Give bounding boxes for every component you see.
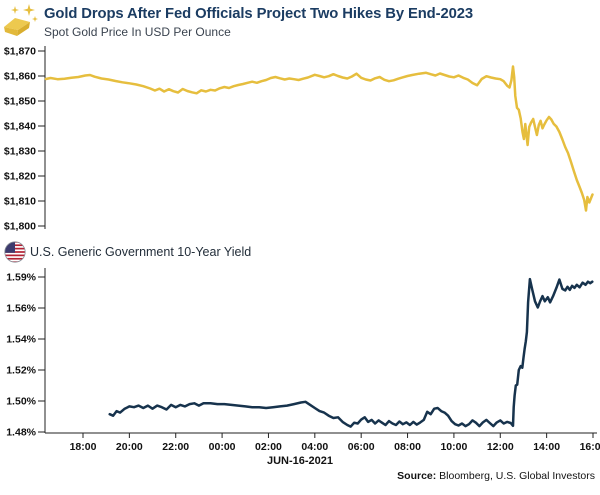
y-tick-label: $1,850 [4, 96, 36, 108]
y-tick-label: 1.52% [6, 365, 36, 377]
gold-ingot-top [4, 18, 30, 30]
y-tick-label: 1.59% [6, 272, 36, 284]
gold-price-line [44, 65, 594, 212]
ten-year-yield-line [108, 277, 594, 428]
x-tick-label: 12:00 [487, 441, 514, 453]
y-tick-label: $1,800 [4, 221, 36, 233]
gold-bar-icon [4, 4, 38, 36]
sparkle-icon [11, 6, 19, 14]
yield-chart: 1.59% 1.56% 1.54% 1.52% 1.50% 1.48% 18:00 20:00… [6, 268, 600, 453]
yield-section-label: U.S. Generic Government 10-Year Yield [30, 245, 252, 259]
us-flag-icon [4, 241, 26, 263]
y-tick-label: $1,870 [4, 46, 36, 58]
y-tick-label: $1,810 [4, 196, 36, 208]
x-tick-label: 18:00 [70, 441, 97, 453]
chart-subtitle: Spot Gold Price In USD Per Ounce [44, 25, 231, 39]
page-title: Gold Drops After Fed Officials Project T… [44, 6, 473, 22]
source-credit: Source: Bloomberg, U.S. Global Investors [397, 470, 595, 482]
y-tick-label: $1,840 [4, 121, 36, 133]
x-tick-label: 02:00 [255, 441, 282, 453]
x-tick-label: 04:00 [301, 441, 328, 453]
y-tick-label: $1,860 [4, 71, 36, 83]
y-tick-label: 1.48% [6, 427, 36, 439]
y-tick-label: 1.56% [6, 303, 36, 315]
x-tick-label: 10:00 [440, 441, 467, 453]
gold-ingot-side [17, 22, 30, 36]
x-tick-label: 08:00 [394, 441, 421, 453]
gold-ingot-front [4, 27, 18, 36]
x-axis-date-label: JUN-16-2021 [266, 455, 334, 467]
y-tick-label: 1.50% [6, 396, 36, 408]
x-tick-label: 20:00 [116, 441, 143, 453]
source-label: Source: [397, 470, 437, 482]
y-tick-label: 1.54% [6, 334, 36, 346]
source-value: Bloomberg, U.S. Global Investors [436, 470, 595, 482]
x-tick-label: 22:00 [162, 441, 189, 453]
x-tick-label: 14:00 [533, 441, 560, 453]
sparkle-icon [32, 16, 38, 22]
gold-price-chart: $1,870 $1,860 $1,850 $1,840 $1,830 $1,820 $1,8… [4, 46, 594, 233]
sparkle-icon [23, 4, 35, 16]
y-tick-label: $1,830 [4, 146, 36, 158]
x-tick-label: 16:00 [580, 441, 600, 453]
x-tick-label: 00:00 [209, 441, 236, 453]
x-tick-label: 06:00 [348, 441, 375, 453]
y-tick-label: $1,820 [4, 171, 36, 183]
